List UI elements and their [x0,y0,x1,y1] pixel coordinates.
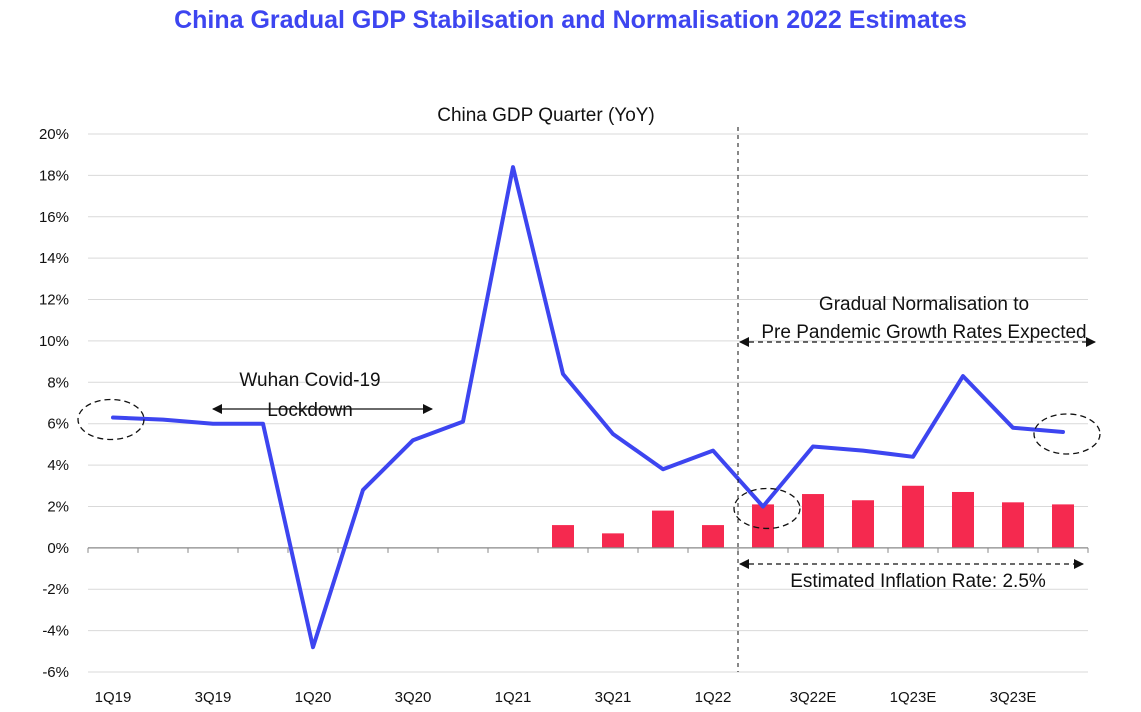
x-tick-label: 3Q20 [395,689,432,706]
normalisation-annotation-line1: Gradual Normalisation to [819,294,1029,315]
y-tick-label: 4% [47,457,69,474]
inflation-bar [852,500,874,548]
chart-title: China Gradual GDP Stabilsation and Norma… [174,6,967,34]
inflation-bar [702,525,724,548]
x-tick-label: 1Q23E [890,689,937,706]
inflation-bar [652,510,674,548]
x-tick-label: 3Q23E [990,689,1037,706]
normalisation-annotation-line2: Pre Pandemic Growth Rates Expected [761,322,1086,343]
inflation-bar [952,491,974,548]
lockdown-annotation-line2: Lockdown [267,400,353,421]
inflation-bar [552,525,574,548]
y-tick-label: 6% [47,416,69,433]
y-tick-label: 14% [39,250,69,267]
highlight-ellipse [733,487,801,530]
inflation-bar [802,494,824,548]
inflation-bar [902,485,924,548]
y-tick-label: -6% [42,664,69,681]
y-tick-label: 12% [39,292,69,309]
gdp-line [111,165,1065,650]
y-tick-label: 8% [47,374,69,391]
x-tick-label: 1Q19 [95,689,132,706]
x-tick-label: 1Q22 [695,689,732,706]
lockdown-annotation-line1: Wuhan Covid-19 [239,370,380,391]
y-tick-label: 2% [47,498,69,515]
chart-subtitle: China GDP Quarter (YoY) [437,105,655,126]
inflation-annotation: Estimated Inflation Rate: 2.5% [790,571,1046,592]
y-tick-label: 18% [39,167,69,184]
inflation-bar [1052,504,1074,548]
y-tick-label: -2% [42,581,69,598]
x-tick-label: 1Q20 [295,689,332,706]
y-tick-label: 0% [47,540,69,557]
highlight-ellipse [77,398,145,441]
inflation-bar [1002,502,1024,548]
inflation-bar [752,504,774,548]
x-tick-label: 3Q19 [195,689,232,706]
y-tick-label: 16% [39,209,69,226]
x-tick-label: 1Q21 [495,689,532,706]
y-tick-label: -4% [42,623,69,640]
highlight-ellipse [1033,413,1101,455]
y-tick-label: 20% [39,126,69,143]
inflation-bar [602,533,624,548]
x-tick-label: 3Q22E [790,689,837,706]
x-tick-label: 3Q21 [595,689,632,706]
y-tick-label: 10% [39,333,69,350]
